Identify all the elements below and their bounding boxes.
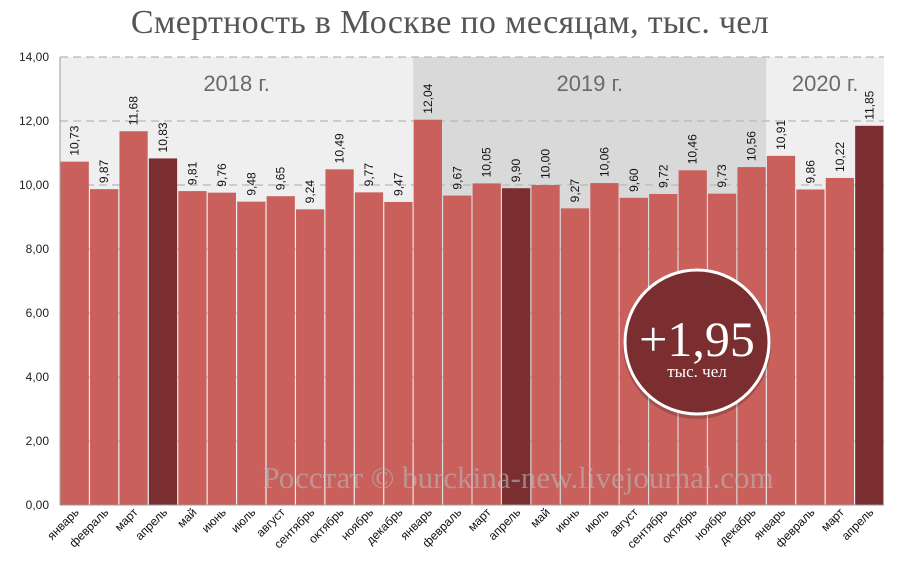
value-label: 9,72 [656, 164, 670, 188]
bar [443, 195, 472, 505]
year-label: 2018 г. [203, 71, 270, 96]
year-label: 2020 г. [792, 71, 859, 96]
value-label: 9,24 [303, 180, 317, 204]
badge-value: +1,95 [639, 311, 755, 367]
category-label: июнь [199, 505, 229, 535]
year-label: 2019 г. [556, 71, 623, 96]
bar [266, 196, 295, 505]
year-band [60, 57, 414, 505]
value-label: 10,00 [539, 149, 553, 179]
bar [472, 183, 501, 505]
value-label: 10,46 [686, 134, 700, 164]
bar [325, 169, 354, 505]
value-label: 9,67 [450, 166, 464, 190]
value-label: 9,27 [568, 179, 582, 203]
bar [90, 189, 119, 505]
watermark: Росстат © burckina-new.livejournal.com [262, 460, 773, 495]
category-label: апрель [486, 505, 524, 543]
value-label: 10,22 [833, 142, 847, 172]
bar [413, 119, 442, 505]
category-label: июнь [552, 505, 582, 535]
value-label: 9,73 [715, 164, 729, 188]
bar [354, 192, 384, 506]
bar [531, 185, 560, 505]
value-label: 9,60 [627, 168, 641, 192]
value-label: 9,65 [274, 167, 288, 191]
bar [119, 131, 148, 506]
bar [60, 161, 89, 505]
category-label: апрель [132, 505, 170, 543]
badge-circle [623, 268, 771, 416]
value-label: 9,86 [803, 160, 817, 184]
value-label: 10,49 [333, 133, 347, 163]
value-label: 9,47 [391, 172, 405, 196]
y-tick-label: 10,00 [19, 178, 49, 192]
y-tick-label: 8,00 [26, 242, 50, 256]
category-label: май [174, 505, 199, 530]
bar [825, 177, 854, 505]
value-label: 11,85 [862, 90, 876, 119]
bar [384, 201, 413, 505]
value-label: 10,83 [156, 122, 170, 152]
bar [796, 189, 825, 506]
y-tick-label: 4,00 [26, 370, 50, 384]
value-label: 11,68 [127, 96, 141, 125]
y-tick-label: 14,00 [19, 50, 49, 64]
y-tick-label: 2,00 [26, 434, 50, 448]
value-label: 12,04 [421, 83, 435, 113]
bar [590, 183, 619, 505]
bar [207, 192, 236, 505]
category-label: апрель [839, 505, 877, 543]
value-label: 9,87 [97, 159, 111, 183]
bar [296, 209, 325, 505]
value-label: 9,77 [362, 163, 376, 187]
value-label: 9,81 [185, 161, 199, 185]
y-tick-label: 6,00 [26, 306, 50, 320]
y-tick-label: 12,00 [19, 114, 49, 128]
bar [766, 155, 796, 505]
value-label: 9,76 [215, 163, 229, 187]
value-label: 9,48 [244, 172, 258, 196]
y-tick-label: 0,00 [26, 498, 50, 512]
category-label: май [527, 505, 552, 530]
value-label: 10,91 [774, 120, 788, 150]
bar [148, 158, 178, 505]
badge-unit: тыс. чел [667, 362, 727, 381]
value-label: 10,05 [480, 147, 494, 177]
value-label: 10,06 [597, 147, 611, 177]
bar [178, 191, 207, 505]
bar [502, 188, 531, 505]
bar [560, 208, 590, 506]
value-label: 9,90 [509, 159, 523, 183]
chart-title: Смертность в Москве по месяцам, тыс. чел [130, 4, 770, 41]
bar [855, 125, 884, 506]
value-label: 10,73 [68, 125, 82, 155]
bar [237, 201, 266, 505]
value-label: 10,56 [745, 131, 759, 161]
